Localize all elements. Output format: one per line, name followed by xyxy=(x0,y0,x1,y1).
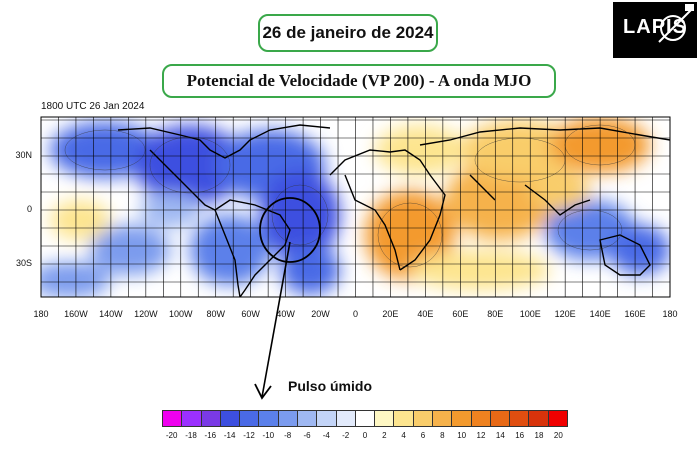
colorbar-cell xyxy=(413,411,433,426)
colorbar-cell xyxy=(529,411,549,426)
colorbar-label: -20 xyxy=(165,431,178,440)
colorbar-label: 2 xyxy=(382,431,387,440)
field-shading xyxy=(41,117,670,297)
map-frame xyxy=(40,116,671,298)
lon-tick-label: 80E xyxy=(487,309,504,319)
colorbar-cell xyxy=(355,411,376,426)
logo-text: LAPIS xyxy=(623,16,687,38)
colorbar-cell xyxy=(163,411,183,426)
colorbar-label: 6 xyxy=(420,431,426,440)
colorbar-label: 8 xyxy=(440,431,445,440)
satellite-icon xyxy=(658,4,694,43)
colorbar-label: -2 xyxy=(342,431,350,440)
colorbar-cell xyxy=(471,411,491,426)
lon-tick-label: 40W xyxy=(276,309,295,319)
lon-tick-label: 60W xyxy=(241,309,260,319)
colorbar-cell xyxy=(432,411,453,426)
coastlines xyxy=(117,124,670,297)
colorbar-cell xyxy=(182,411,202,426)
colorbar-label: 4 xyxy=(401,431,406,440)
colorbar-label: -12 xyxy=(243,431,255,440)
lon-tick-label: 80W xyxy=(206,309,225,319)
date-title: 26 de janeiro de 2024 xyxy=(258,14,438,52)
colorbar-cell xyxy=(240,411,260,426)
mjo-circle xyxy=(259,197,321,263)
lon-tick-label: 160E xyxy=(624,309,646,319)
colorbar-cell xyxy=(278,411,298,426)
colorbar-label: 0 xyxy=(362,431,368,440)
colorbar-cell xyxy=(201,411,221,426)
chart-title: Potencial de Velocidade (VP 200) - A ond… xyxy=(162,64,556,98)
lon-tick-label: 100W xyxy=(169,309,193,319)
lat-tick-label: 30N xyxy=(15,150,32,160)
colorbar-label: -16 xyxy=(204,431,217,440)
map-timestamp: 1800 UTC 26 Jan 2024 xyxy=(41,101,145,112)
lon-tick-label: 120E xyxy=(554,309,576,319)
colorbar-cell xyxy=(548,411,567,426)
colorbar-label: -18 xyxy=(185,431,197,440)
colorbar-label: -4 xyxy=(322,431,330,440)
colorbar-cell xyxy=(394,411,414,426)
colorbar-label: 18 xyxy=(534,431,544,440)
lapis-logo: LAPIS xyxy=(613,2,697,58)
colorbar-label: -6 xyxy=(303,431,311,440)
colorbar-cell xyxy=(297,411,318,426)
colorbar-cell xyxy=(452,411,472,426)
lat-tick-label: 30S xyxy=(15,258,32,268)
lon-tick-label: 60E xyxy=(452,309,469,319)
lon-tick-label: 20E xyxy=(382,309,399,319)
colorbar-label: -10 xyxy=(262,431,275,440)
lon-tick-label: 140E xyxy=(589,309,611,319)
colorbar xyxy=(162,410,568,427)
colorbar-label: 10 xyxy=(457,431,467,440)
colorbar-cell xyxy=(510,411,530,426)
colorbar-cell xyxy=(259,411,279,426)
annotation-label: Pulso úmido xyxy=(288,378,372,394)
colorbar-cell xyxy=(336,411,356,426)
lon-tick-label: 180 xyxy=(33,309,49,319)
colorbar-label: 16 xyxy=(515,431,525,440)
colorbar-label: 14 xyxy=(495,431,505,440)
lon-tick-label: 180 xyxy=(662,309,678,319)
lon-tick-label: 0 xyxy=(352,309,358,319)
lon-tick-label: 40E xyxy=(417,309,434,319)
colorbar-label: -8 xyxy=(284,431,292,440)
colorbar-label: 12 xyxy=(476,431,486,440)
colorbar-cell xyxy=(317,411,337,426)
colorbar-cell xyxy=(490,411,511,426)
colorbar-label: 20 xyxy=(553,431,563,440)
annotation-arrow xyxy=(261,241,291,398)
lon-tick-label: 20W xyxy=(311,309,330,319)
arrow-head xyxy=(254,383,272,400)
lon-tick-label: 100E xyxy=(519,309,541,319)
colorbar-cell xyxy=(375,411,395,426)
lat-tick-label: 0 xyxy=(26,204,32,214)
colorbar-cell xyxy=(220,411,241,426)
lon-tick-label: 140W xyxy=(99,309,123,319)
lon-tick-label: 120W xyxy=(134,309,158,319)
colorbar-label: -14 xyxy=(223,431,236,440)
lon-tick-label: 160W xyxy=(64,309,88,319)
